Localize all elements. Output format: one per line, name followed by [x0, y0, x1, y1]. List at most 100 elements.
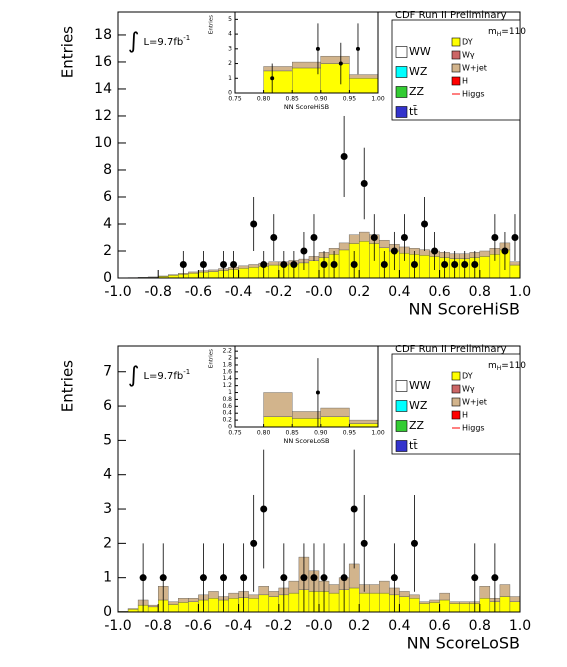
y-tick-label: 2 — [228, 355, 232, 362]
histogram-segment — [409, 594, 420, 599]
histogram-segment — [419, 255, 430, 279]
lumi-sup: -1 — [183, 34, 190, 42]
data-point — [260, 505, 268, 513]
x-tick-label: 0.90 — [314, 96, 328, 103]
mass-sub: H — [497, 365, 502, 372]
legend-label: H — [462, 411, 468, 420]
x-tick-label: 0.4 — [388, 284, 410, 300]
y-tick-label: 2 — [103, 243, 112, 259]
histogram-segment — [479, 256, 491, 279]
histogram-segment — [263, 66, 293, 72]
histogram-segment — [258, 594, 269, 613]
data-point — [300, 247, 308, 255]
y-tick-label: 0 — [228, 90, 232, 97]
data-point — [290, 260, 298, 268]
legend-label: WZ — [409, 399, 428, 412]
x-tick-label: -0.0 — [305, 618, 332, 634]
legend-label: H — [462, 77, 468, 86]
legend-label: Wγ — [462, 385, 475, 394]
lumi-symbol: ∫ — [128, 363, 139, 388]
x-tick-label: -0.2 — [265, 618, 292, 634]
histogram-segment — [292, 61, 322, 69]
histogram-segment — [399, 591, 410, 597]
y-tick-label: 1 — [103, 570, 112, 586]
data-point — [220, 574, 228, 582]
lumi-label: ∫ L=9.7fb-1 — [128, 363, 190, 388]
lumi-text: L=9.7fb — [143, 37, 183, 48]
legend-swatch — [451, 76, 461, 86]
legend-swatch — [395, 66, 408, 78]
legend-label: WZ — [409, 65, 428, 78]
y-tick-label: 5 — [228, 16, 232, 23]
legend-label: Wγ — [462, 51, 475, 60]
histogram-segment — [248, 264, 259, 268]
histogram-segment — [188, 598, 199, 602]
y-tick-label: 0.4 — [222, 410, 232, 417]
mass-rest: =110 — [501, 27, 526, 37]
mass-rest: =110 — [501, 361, 526, 371]
data-point — [300, 574, 308, 582]
y-axis-title: Entries — [209, 349, 215, 368]
histogram-segment — [338, 242, 350, 251]
histogram-segment — [338, 249, 350, 279]
x-tick-label: -0.2 — [265, 284, 292, 300]
x-tick-label: -0.4 — [225, 618, 252, 634]
histogram-segment — [208, 271, 219, 279]
data-point — [421, 220, 429, 228]
x-tick-label: 0.4 — [388, 618, 410, 634]
legend-swatch — [451, 410, 461, 420]
histogram-segment — [459, 603, 470, 613]
x-axis-title: NN ScoreHiSB — [284, 103, 329, 111]
histogram-segment — [449, 601, 460, 604]
histogram-segment — [499, 596, 511, 613]
histogram-segment — [208, 269, 219, 272]
histogram-segment — [479, 586, 491, 599]
x-tick-label: 1.00 — [371, 96, 385, 103]
data-point — [451, 260, 459, 268]
x-tick-label: -0.0 — [305, 284, 332, 300]
mass-m: m — [488, 27, 497, 37]
data-point — [280, 574, 288, 582]
histogram-segment — [208, 598, 219, 613]
data-point — [461, 260, 469, 268]
data-point — [220, 260, 228, 268]
data-point — [270, 233, 278, 241]
legend-swatch — [451, 63, 461, 73]
x-tick-label: 0.6 — [428, 284, 450, 300]
cdf-label: CDF Run II Preliminary — [395, 344, 507, 355]
histogram-segment — [479, 250, 491, 257]
y-tick-label: 0 — [228, 424, 232, 431]
x-axis-title: NN ScoreHiSB — [409, 300, 520, 319]
histogram-segment — [263, 416, 293, 428]
histogram-segment — [178, 602, 189, 613]
histogram-segment — [228, 592, 239, 599]
legend-swatch — [451, 384, 461, 394]
histogram-segment — [509, 264, 521, 279]
histogram-segment — [349, 423, 379, 428]
histogram-segment — [439, 592, 450, 601]
legend-swatch — [395, 46, 408, 58]
histogram-segment — [399, 596, 410, 613]
legend-swatch — [451, 50, 461, 60]
x-tick-label: 1.00 — [371, 430, 385, 437]
y-tick-label: 0 — [103, 604, 112, 620]
plot-frame — [234, 345, 379, 428]
data-point — [441, 260, 449, 268]
histogram-segment — [409, 598, 420, 613]
histogram-segment — [459, 601, 470, 604]
x-tick-label: 0.75 — [228, 430, 242, 437]
histogram-segment — [263, 70, 293, 94]
y-tick-label: 14 — [94, 81, 112, 97]
data-point — [338, 61, 343, 66]
histogram-segment — [238, 265, 249, 269]
y-tick-label: 1 — [228, 75, 232, 82]
data-point — [390, 574, 398, 582]
data-point — [431, 247, 439, 255]
histogram-segment — [188, 272, 199, 279]
x-tick-label: -0.6 — [185, 618, 212, 634]
legend-swatch — [395, 420, 408, 432]
mass-sub: H — [497, 31, 502, 38]
y-tick-label: 4 — [103, 467, 112, 483]
data-point — [250, 220, 258, 228]
data-point — [370, 233, 378, 241]
